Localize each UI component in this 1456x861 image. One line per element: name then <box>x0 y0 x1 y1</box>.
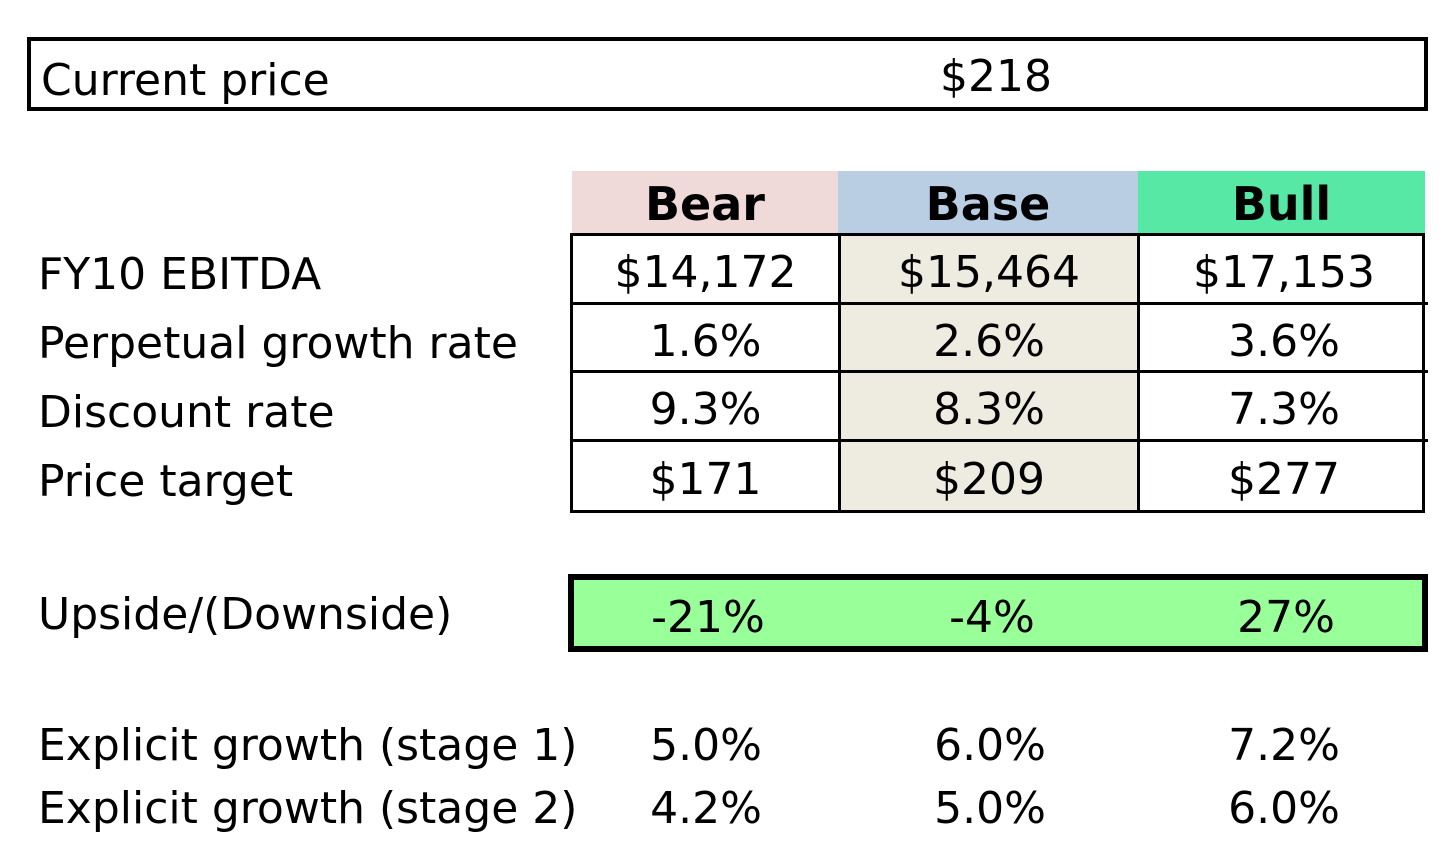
growth-stage-2-bear: 4.2% <box>650 783 762 834</box>
row-label-perpetual-growth: Perpetual growth rate <box>38 318 518 369</box>
table-cell: $209 <box>841 441 1140 510</box>
row-label-price-target: Price target <box>38 456 294 507</box>
upside-box: -21% -4% 27% <box>568 574 1428 652</box>
row-label-growth-stage-2: Explicit growth (stage 2) <box>38 783 578 834</box>
table-cell: $277 <box>1228 454 1340 506</box>
table-cell: 8.3% <box>841 373 1140 442</box>
table-cell: $171 <box>573 441 841 510</box>
row-label-growth-stage-1: Explicit growth (stage 1) <box>38 720 578 771</box>
growth-stage-2-bull: 6.0% <box>1228 783 1340 834</box>
upside-value-bear: -21% <box>651 592 765 643</box>
table-cell: 7.3% <box>1140 373 1428 442</box>
header-bear: Bear <box>572 171 838 233</box>
growth-stage-1-bear: 5.0% <box>650 720 762 771</box>
current-price-value: $218 <box>940 51 1052 102</box>
growth-stage-1-bull: 7.2% <box>1228 720 1340 771</box>
upside-value-base: -4% <box>949 592 1035 643</box>
upside-label: Upside/(Downside) <box>38 589 453 640</box>
table-cell: $15,464 <box>841 236 1140 305</box>
table-cell: $17,153 <box>1140 236 1428 305</box>
current-price-box: Current price $218 <box>27 37 1428 111</box>
table-cell: 2.6% <box>841 304 1140 373</box>
row-label-ebitda: FY10 EBITDA <box>38 249 322 300</box>
scenario-table: $14,172 $15,464 $17,153 1.6% 2.6% 3.6% 9… <box>570 233 1428 513</box>
table-cell: $14,172 <box>573 236 841 305</box>
current-price-label: Current price <box>41 55 330 106</box>
table-cell: 3.6% <box>1140 305 1428 373</box>
table-cell: 9.3% <box>573 373 841 442</box>
row-label-discount-rate: Discount rate <box>38 387 335 438</box>
header-bull: Bull <box>1138 171 1425 233</box>
header-base: Base <box>838 171 1138 233</box>
table-cell: 1.6% <box>573 304 841 373</box>
upside-value-bull: 27% <box>1237 592 1335 643</box>
growth-stage-1-base: 6.0% <box>934 720 1046 771</box>
growth-stage-2-base: 5.0% <box>934 783 1046 834</box>
